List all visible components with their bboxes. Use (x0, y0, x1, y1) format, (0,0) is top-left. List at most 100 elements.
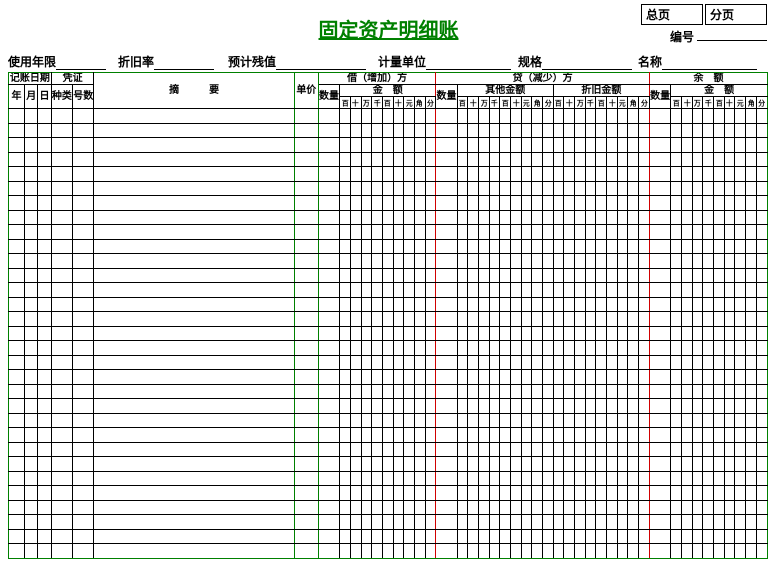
info-unit: 计量单位 (378, 53, 426, 70)
serial-label: 编号 (670, 30, 694, 44)
hdr-qty-credit: 数量 (436, 85, 457, 109)
hdr-other-amt: 其他金额 (457, 85, 553, 97)
digit-hdr: 十 (394, 97, 403, 107)
table-row (9, 399, 768, 414)
digit-hdr: 角 (746, 97, 755, 107)
hdr-year: 年 (9, 85, 25, 109)
total-page-box: 总页 (641, 4, 703, 25)
hdr-qty-bal: 数量 (649, 85, 670, 109)
digit-hdr: 万 (575, 97, 584, 107)
page-number-boxes: 总页 分页 (641, 4, 767, 25)
table-row (9, 210, 768, 225)
digit-hdr: 元 (522, 97, 531, 107)
table-row (9, 167, 768, 182)
digit-hdr: 百 (458, 97, 467, 107)
serial-number: 编号 (670, 28, 767, 45)
digit-hdr: 千 (373, 97, 382, 107)
info-residual: 预计残值 (228, 53, 276, 70)
digit-hdr: 十 (351, 97, 360, 107)
table-row (9, 326, 768, 341)
table-row (9, 152, 768, 167)
table-row (9, 181, 768, 196)
digit-hdr: 千 (490, 97, 499, 107)
digit-hdr: 百 (714, 97, 723, 107)
digit-hdr: 角 (629, 97, 638, 107)
hdr-voucher: 凭证 (51, 73, 94, 85)
hdr-amt-bal: 金 额 (671, 85, 768, 97)
digit-hdr: 分 (757, 97, 767, 107)
table-row (9, 123, 768, 138)
digit-hdr: 万 (362, 97, 371, 107)
hdr-vnum: 号数 (73, 85, 94, 109)
digit-hdr: 百 (554, 97, 563, 107)
table-row (9, 544, 768, 559)
hdr-balance: 余 额 (649, 73, 767, 85)
digit-hdr: 十 (725, 97, 734, 107)
digit-hdr: 元 (405, 97, 414, 107)
digit-hdr: 角 (533, 97, 542, 107)
digit-hdr: 分 (543, 97, 552, 107)
table-row (9, 442, 768, 457)
hdr-price: 单价 (294, 73, 318, 109)
table-row (9, 138, 768, 153)
hdr-month: 月 (25, 85, 38, 109)
table-row (9, 341, 768, 356)
digit-hdr: 十 (469, 97, 478, 107)
table-row (9, 196, 768, 211)
hdr-qty-debit: 数量 (318, 85, 339, 109)
digit-hdr: 百 (340, 97, 349, 107)
hdr-vtype: 种类 (51, 85, 72, 109)
table-row (9, 297, 768, 312)
digit-hdr: 十 (682, 97, 691, 107)
hdr-amt-debit: 金 额 (340, 85, 436, 97)
digit-hdr: 百 (501, 97, 510, 107)
table-row (9, 457, 768, 472)
table-row (9, 471, 768, 486)
table-row (9, 109, 768, 124)
table-row (9, 529, 768, 544)
table-row (9, 355, 768, 370)
table-row (9, 384, 768, 399)
table-row (9, 515, 768, 530)
table-row (9, 254, 768, 269)
hdr-summary: 摘 要 (94, 73, 294, 109)
table-row (9, 283, 768, 298)
digit-hdr: 元 (736, 97, 745, 107)
digit-hdr: 角 (415, 97, 424, 107)
digit-hdr: 千 (704, 97, 713, 107)
digit-hdr: 百 (597, 97, 606, 107)
hdr-day: 日 (38, 85, 51, 109)
digit-hdr: 万 (693, 97, 702, 107)
table-row (9, 239, 768, 254)
digit-hdr: 分 (639, 97, 648, 107)
hdr-depr-amt: 折旧金额 (553, 85, 649, 97)
info-name: 名称 (638, 53, 662, 70)
digit-hdr: 万 (479, 97, 488, 107)
digit-hdr: 十 (607, 97, 616, 107)
digit-hdr: 千 (586, 97, 595, 107)
digit-hdr: 百 (383, 97, 392, 107)
hdr-credit: 贷（减少）方 (436, 73, 650, 85)
table-row (9, 370, 768, 385)
digit-hdr: 十 (565, 97, 574, 107)
table-row (9, 486, 768, 501)
sub-page-box: 分页 (705, 4, 767, 25)
digit-hdr: 百 (672, 97, 681, 107)
table-row (9, 413, 768, 428)
table-row (9, 225, 768, 240)
total-page-label: 总页 (646, 6, 670, 23)
info-spec: 规格 (518, 53, 542, 70)
sub-page-label: 分页 (710, 6, 734, 23)
info-depr-rate: 折旧率 (118, 53, 154, 70)
hdr-debit: 借（增加）方 (318, 73, 436, 85)
digit-hdr: 元 (618, 97, 627, 107)
info-use-years: 使用年限 (8, 53, 56, 70)
table-row (9, 312, 768, 327)
info-row: 使用年限 折旧率 预计残值 计量单位 规格 名称 (8, 53, 769, 70)
hdr-date: 记账日期 (9, 73, 52, 85)
digit-hdr: 分 (426, 97, 435, 107)
table-row (9, 428, 768, 443)
digit-hdr: 十 (511, 97, 520, 107)
ledger-table: 记账日期凭证摘 要单价借（增加）方贷（减少）方余 额年月日种类号数数量金 额数量… (8, 72, 768, 559)
table-row (9, 500, 768, 515)
